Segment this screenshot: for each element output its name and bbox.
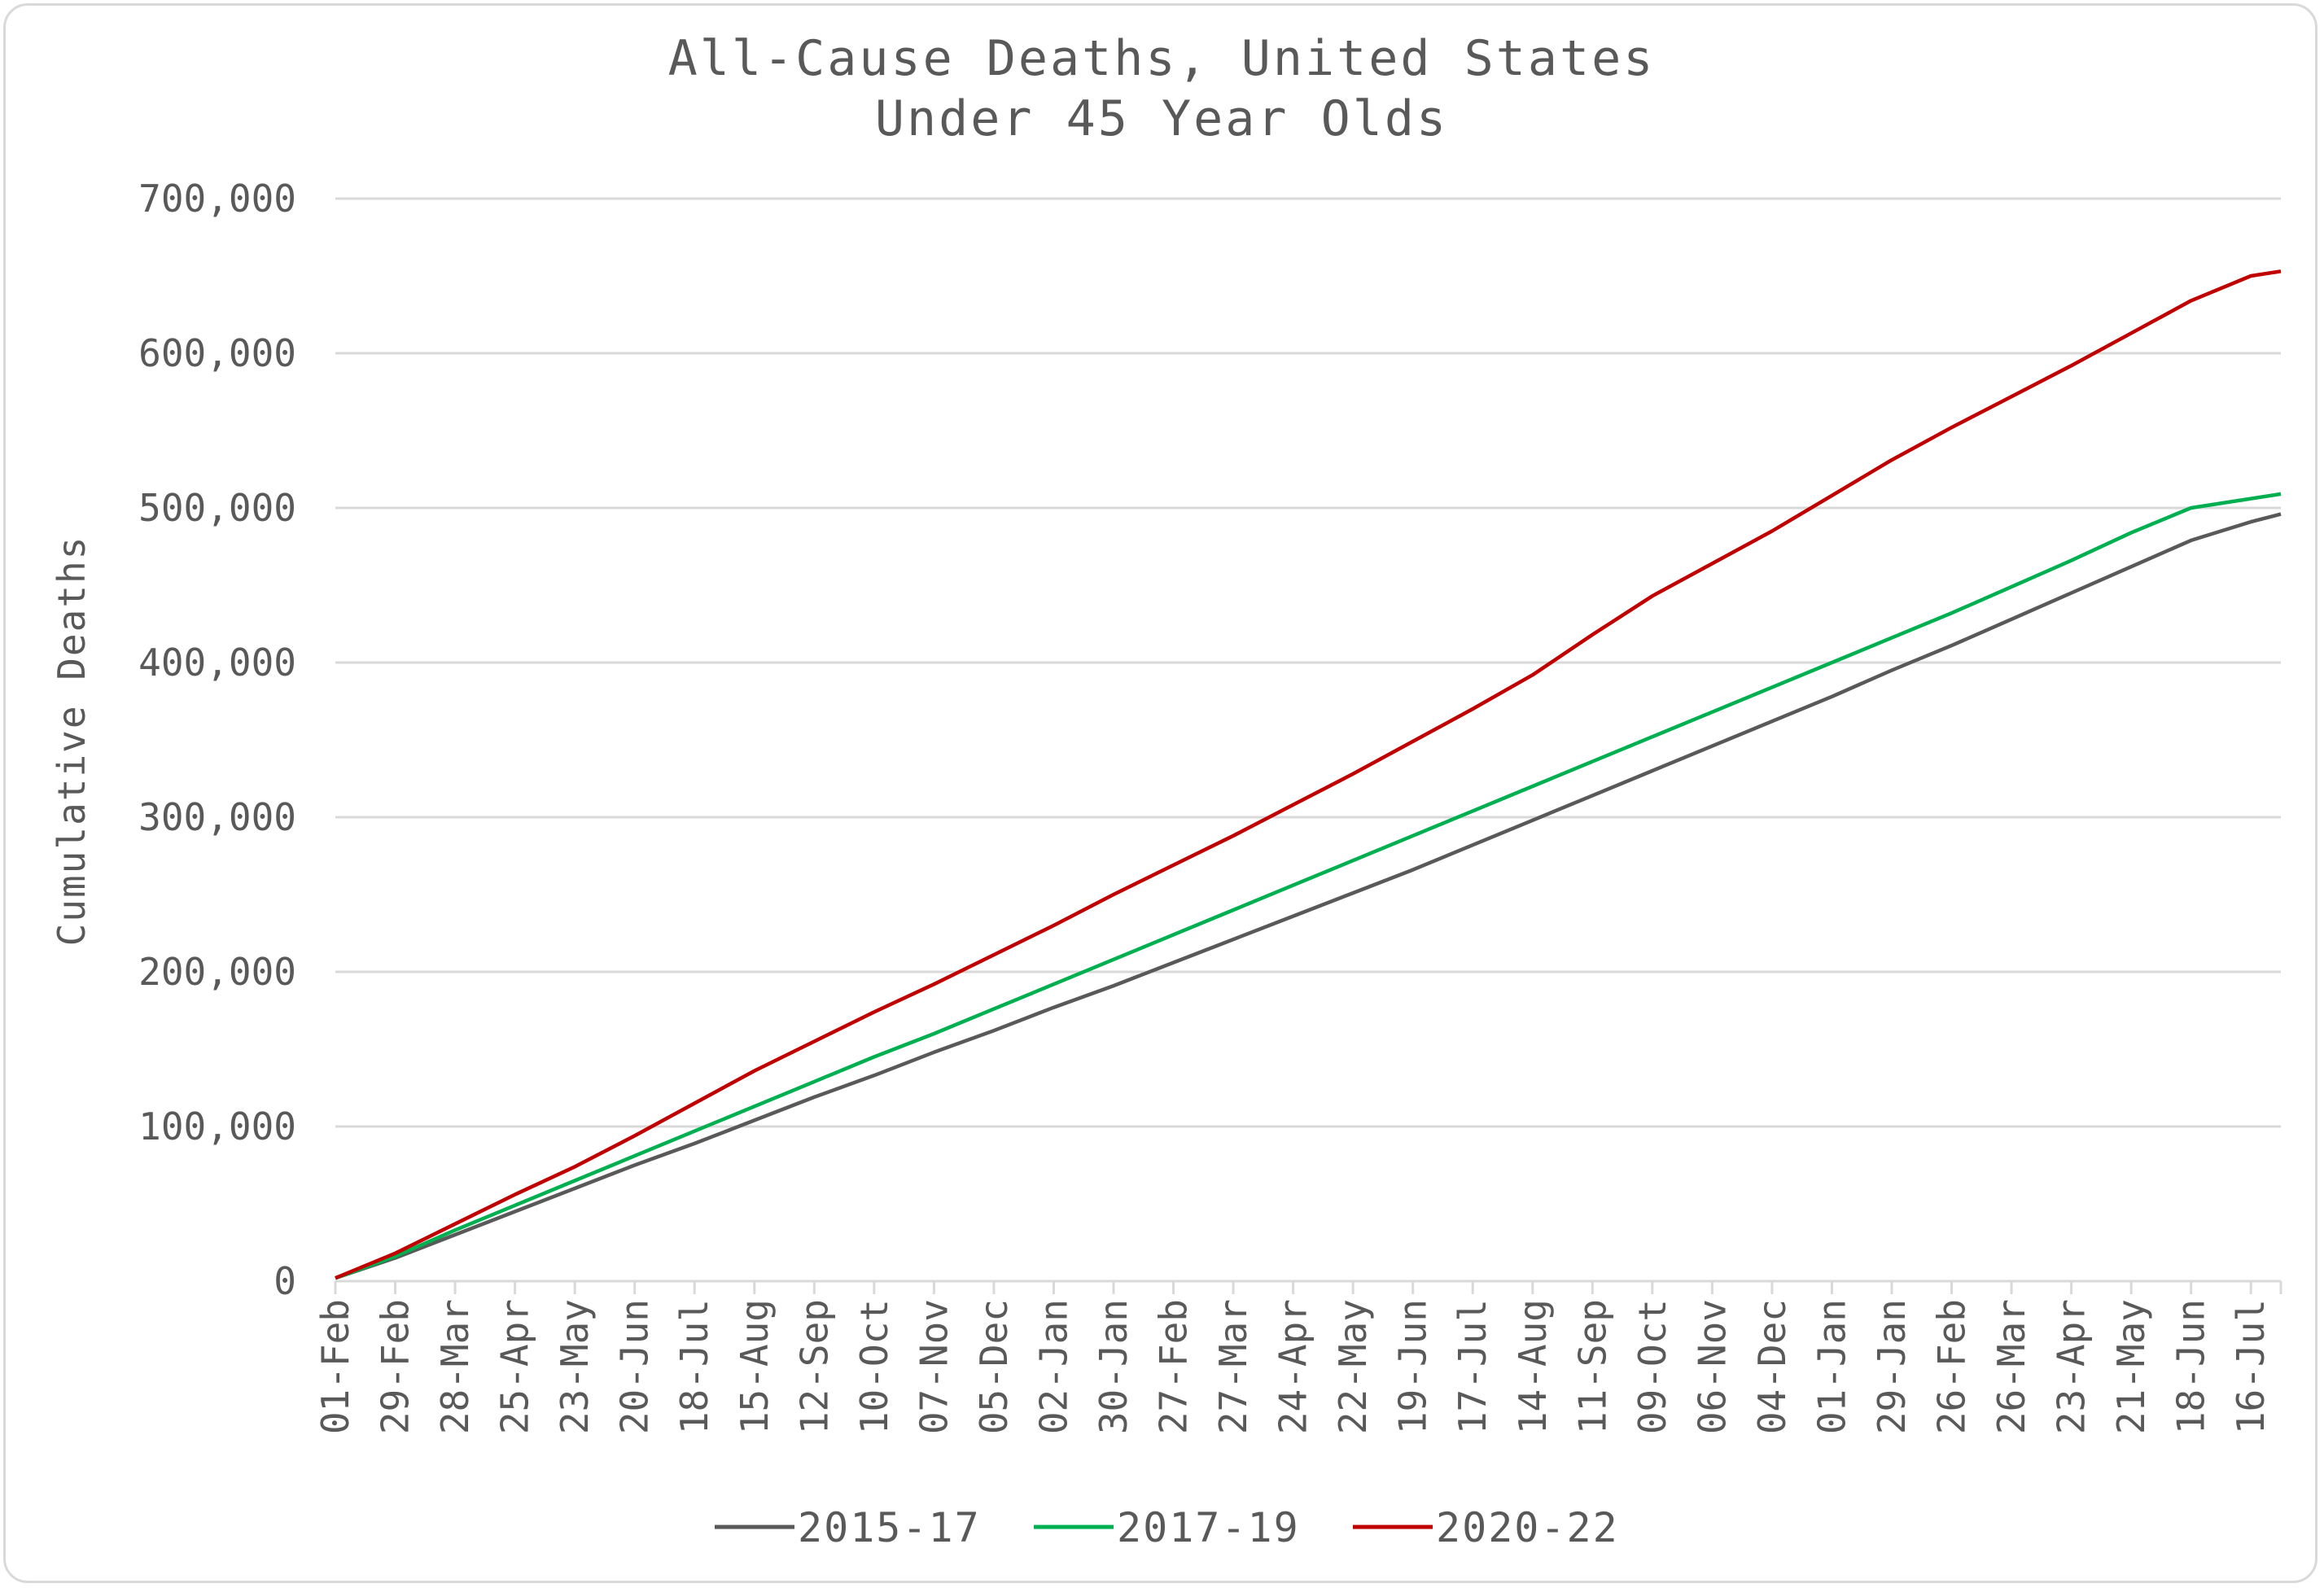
x-tick-label: 01-Feb	[313, 1299, 357, 1434]
series-line-2020-22	[335, 269, 2282, 1280]
x-tick-label: 15-Aug	[733, 1299, 777, 1434]
x-tick-label: 25-Apr	[493, 1299, 537, 1434]
y-tick-label: 400,000	[138, 641, 296, 685]
x-tick-label: 22-May	[1331, 1299, 1375, 1434]
series-line-2017-19	[335, 492, 2282, 1280]
y-tick-label: 0	[274, 1259, 296, 1303]
x-tick-label: 23-May	[553, 1299, 597, 1434]
series-lines	[335, 269, 2282, 1280]
x-tick-label: 07-Nov	[912, 1299, 956, 1434]
y-tick-label: 300,000	[138, 795, 296, 839]
series-line-2015-17	[335, 512, 2282, 1280]
y-tick-label: 500,000	[138, 486, 296, 530]
x-tick-label: 04-Dec	[1750, 1299, 1794, 1434]
x-tick-label: 01-Jan	[1810, 1299, 1854, 1434]
x-tick-label: 18-Jun	[2169, 1299, 2213, 1434]
x-tick-label: 02-Jan	[1031, 1299, 1075, 1434]
x-tick-label: 09-Oct	[1630, 1299, 1674, 1434]
x-tick-label: 18-Jul	[672, 1299, 716, 1434]
gridlines	[335, 197, 2281, 1128]
chart-title: All-Cause Deaths, United States	[668, 30, 1656, 87]
legend-label: 2020-22	[1436, 1504, 1619, 1551]
x-tick-label: 11-Sep	[1570, 1299, 1614, 1434]
y-axis-label: Cumulative Deaths	[50, 536, 94, 947]
y-tick-labels: 0 100,000 200,000 300,000 400,000 500,000 600,…	[138, 177, 296, 1303]
x-tick-label: 14-Aug	[1511, 1299, 1555, 1434]
y-tick-label: 100,000	[138, 1105, 296, 1148]
legend: 2015-17 2017-19 2020-22	[715, 1504, 1619, 1551]
chart-frame	[3, 3, 2317, 1583]
x-tick-label: 05-Dec	[972, 1299, 1016, 1434]
x-tick-label: 29-Feb	[374, 1299, 418, 1434]
x-tick-label: 30-Jan	[1092, 1299, 1136, 1434]
legend-label: 2015-17	[798, 1504, 981, 1551]
x-tick-label: 21-May	[2109, 1299, 2153, 1434]
x-tick-label: 19-Jun	[1391, 1299, 1435, 1434]
y-tick-label: 600,000	[138, 331, 296, 375]
x-tick-label: 10-Oct	[852, 1299, 896, 1434]
x-tick-label: 24-Apr	[1271, 1299, 1315, 1434]
x-tick-label: 26-Feb	[1930, 1299, 1974, 1434]
x-tick-label: 16-Jul	[2229, 1299, 2273, 1434]
x-tick-label: 29-Jan	[1870, 1299, 1914, 1434]
x-tick-label: 28-Mar	[433, 1299, 477, 1434]
x-tick-label: 27-Mar	[1211, 1299, 1255, 1434]
chart-subtitle: Under 45 Year Olds	[875, 90, 1448, 147]
x-tick-label: 26-Mar	[1989, 1299, 2033, 1434]
y-tick-label: 200,000	[138, 950, 296, 994]
x-tick-label: 23-Apr	[2050, 1299, 2094, 1434]
legend-label: 2017-19	[1117, 1504, 1300, 1551]
x-tick-label: 17-Jul	[1451, 1299, 1495, 1434]
x-tick-label: 20-Jun	[613, 1299, 657, 1434]
x-tick-label: 06-Nov	[1690, 1299, 1734, 1434]
x-axis: 01-Feb 29-Feb 28-Mar 25-Apr 23-May 20-Jun 18-J…	[313, 1280, 2282, 1434]
x-tick-label: 12-Sep	[792, 1299, 836, 1434]
y-tick-label: 700,000	[138, 177, 296, 221]
x-tick-label: 27-Feb	[1152, 1299, 1196, 1434]
